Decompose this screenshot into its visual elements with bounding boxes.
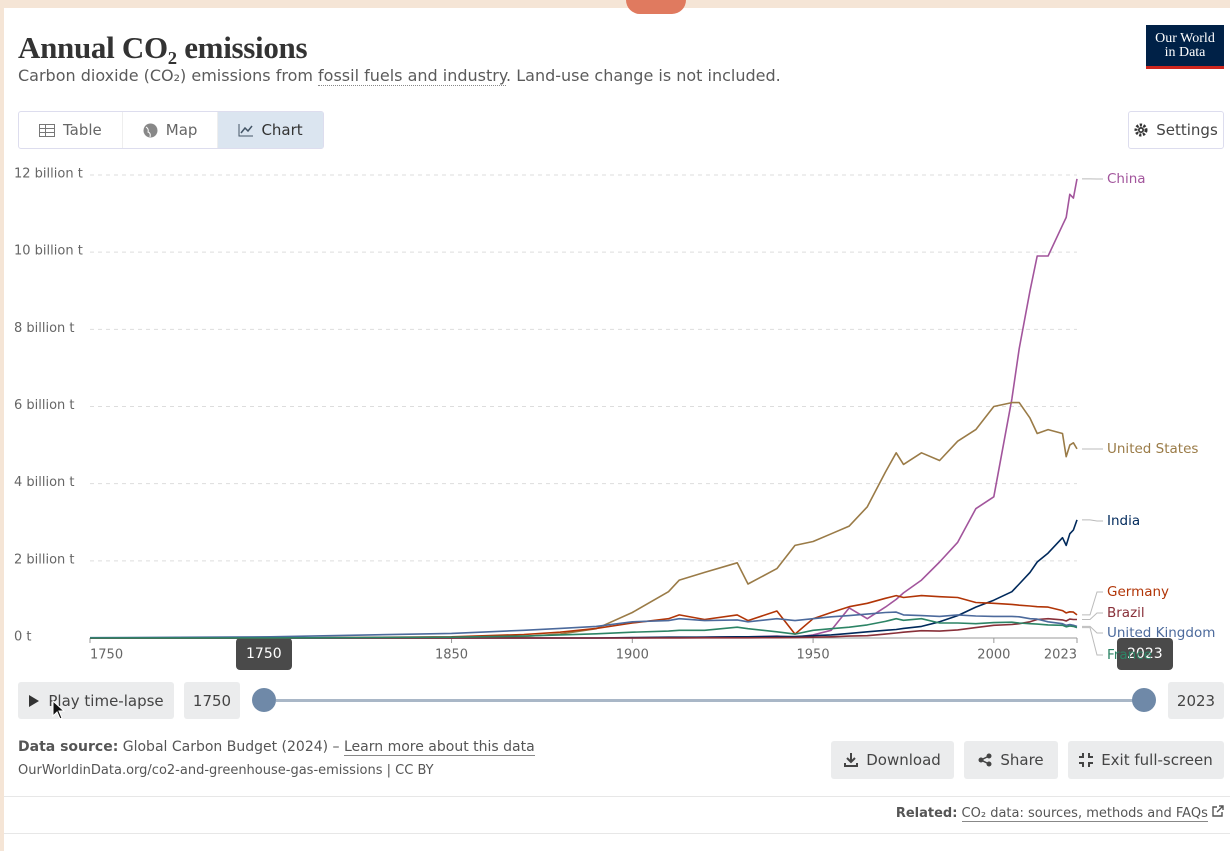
button-label: Exit full-screen — [1101, 751, 1213, 769]
series-label: India — [1107, 513, 1140, 529]
tab-label: Table — [63, 121, 102, 139]
y-tick-label: 8 billion t — [14, 321, 75, 336]
tab-label: Map — [165, 121, 198, 139]
tooltip: 1750 — [236, 638, 292, 670]
series-label: United Kingdom — [1107, 625, 1215, 641]
series-line — [89, 617, 1078, 639]
tab-bar: Table Map Chart — [18, 111, 324, 149]
logo-text: in Data — [1164, 45, 1206, 60]
source-text: Global Carbon Budget (2024) – — [118, 739, 344, 755]
button-label: Download — [866, 751, 941, 769]
settings-button[interactable]: Settings — [1128, 111, 1224, 149]
related-label: Related: — [895, 806, 958, 821]
y-tick-label: 4 billion t — [14, 475, 75, 490]
related-bar: Related: CO₂ data: sources, methods and … — [4, 796, 1230, 834]
x-tick-label: 1950 — [797, 648, 830, 663]
url: OurWorldinData.org/co2-and-greenhouse-ga… — [18, 763, 434, 778]
tooltip: 2023 — [1117, 638, 1173, 670]
y-tick-label: 6 billion t — [14, 398, 75, 413]
x-tick-label: 1750 — [90, 648, 123, 663]
icon — [29, 694, 40, 707]
logo[interactable]: Our World in Data — [1146, 25, 1224, 69]
series-line — [90, 594, 1078, 639]
series-line — [90, 178, 1078, 639]
button-label: Settings — [1156, 121, 1218, 139]
subtitle: Carbon dioxide (CO₂) emissions from foss… — [18, 66, 781, 86]
y-tick-label: 10 billion t — [14, 244, 83, 259]
subtitle-link[interactable]: fossil fuels and industry — [318, 66, 507, 86]
icon — [1079, 753, 1094, 767]
y-tick-label: 2 billion t — [14, 552, 75, 567]
label-connector — [1082, 519, 1103, 522]
fullscreen-button[interactable]: Exit full-screen — [1068, 741, 1224, 779]
series-line — [90, 401, 1078, 639]
slider-track — [276, 699, 1142, 702]
icon — [844, 753, 859, 767]
label-connector — [1082, 625, 1103, 634]
y-tick-label: 0 t — [14, 630, 32, 645]
source-label: Data source: — [18, 739, 119, 755]
share-button[interactable]: Share — [964, 741, 1058, 779]
series-label: United States — [1107, 441, 1198, 457]
button-label: Share — [1000, 751, 1044, 769]
year-label: 1750 — [192, 691, 232, 710]
series-label: Brazil — [1107, 605, 1145, 621]
related-link[interactable]: CO₂ data: sources, methods and FAQs — [961, 806, 1208, 822]
y-tick-label: 12 billion t — [14, 167, 83, 182]
source: Data source: Global Carbon Budget (2024)… — [18, 739, 535, 756]
subtitle-text: Carbon dioxide (CO₂) emissions from — [18, 66, 319, 85]
tab[interactable]: Chart — [217, 112, 323, 148]
cursor — [52, 700, 66, 720]
end-year: 2023 — [1168, 682, 1224, 719]
tab[interactable]: Table — [19, 112, 122, 148]
learn-more-link[interactable]: Learn more about this data — [344, 739, 535, 756]
slider-handle[interactable] — [252, 688, 276, 712]
x-tick-label: 2000 — [977, 648, 1010, 663]
icon — [238, 123, 254, 136]
label-connector — [1082, 627, 1103, 656]
series-line — [89, 611, 1078, 639]
label-connector — [1082, 612, 1103, 620]
x-tick-label: 1850 — [435, 648, 468, 663]
related: Related: CO₂ data: sources, methods and … — [895, 805, 1224, 822]
slider-handle[interactable] — [1132, 688, 1156, 712]
grapher: Annual CO₂ emissions Carbon dioxide (CO₂… — [4, 0, 1230, 851]
tab-label: Chart — [261, 121, 303, 139]
icon — [1134, 123, 1148, 137]
play-button[interactable]: Play time-lapse — [18, 682, 174, 719]
tab[interactable]: Map — [121, 112, 218, 148]
top-blob — [626, 0, 686, 14]
title: Annual CO₂ emissions — [18, 30, 308, 65]
logo-text: Our World — [1155, 31, 1215, 46]
icon — [143, 123, 158, 137]
x-tick-label: 1900 — [616, 648, 649, 663]
series-line — [90, 617, 1077, 639]
series-label: France — [1107, 647, 1152, 663]
subtitle-text: . Land-use change is not included. — [506, 66, 781, 85]
icon — [978, 753, 992, 767]
year-label: 2023 — [1176, 691, 1216, 710]
icon — [39, 123, 55, 137]
icon — [1212, 805, 1224, 817]
series-label: China — [1107, 171, 1146, 187]
download-button[interactable]: Download — [831, 741, 954, 779]
label-connector — [1082, 591, 1103, 616]
x-tick-label: 2023 — [1044, 648, 1077, 663]
chart: 0 t 2 billion t 4 billion t 6 billion t 8 bi… — [14, 167, 1215, 664]
start-year: 1750 — [184, 682, 240, 719]
series-label: Germany — [1107, 584, 1169, 600]
